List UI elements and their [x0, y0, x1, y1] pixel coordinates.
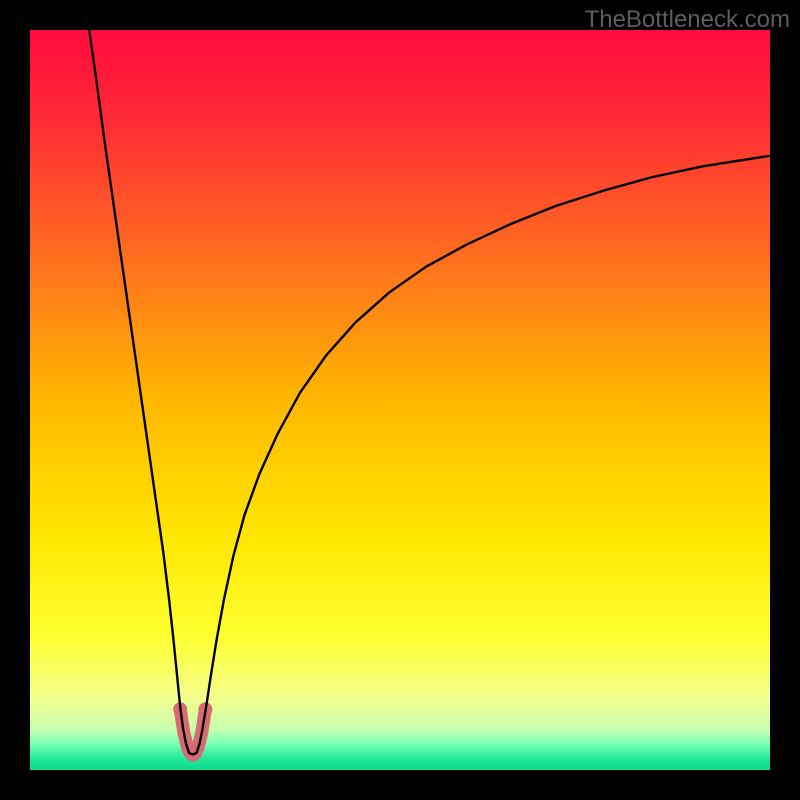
watermark-text: TheBottleneck.com: [585, 6, 790, 34]
plot-svg: [30, 30, 770, 770]
chart-stage: TheBottleneck.com: [0, 0, 800, 800]
plot-area: [30, 30, 770, 770]
